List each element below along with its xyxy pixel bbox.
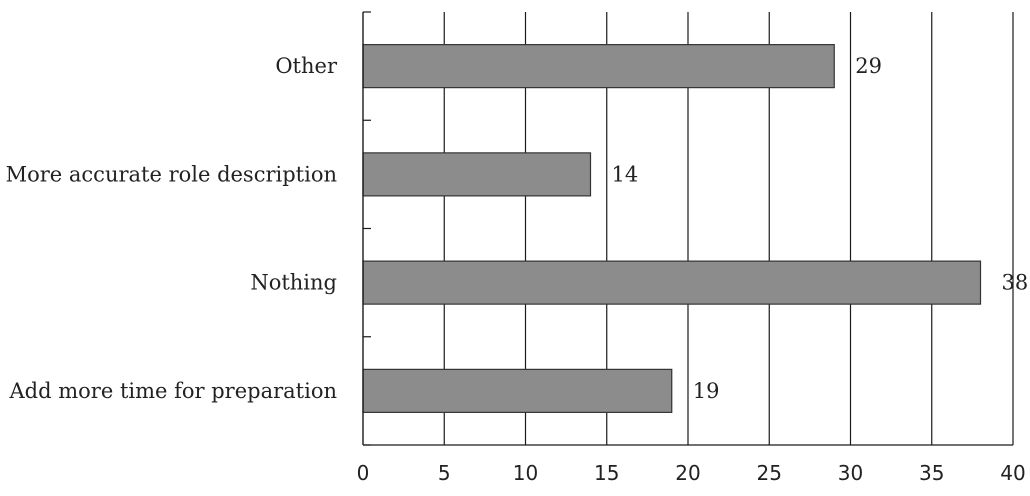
- category-label-1: More accurate role description: [6, 162, 337, 186]
- x-tick-label-15: 15: [594, 461, 619, 485]
- category-label-2: Nothing: [250, 271, 337, 295]
- x-tick-label-25: 25: [757, 461, 782, 485]
- value-label-0: 29: [855, 54, 882, 78]
- x-tick-label-0: 0: [357, 461, 370, 485]
- value-label-2: 38: [1002, 271, 1029, 295]
- bar-2: [362, 260, 982, 305]
- bars: [362, 44, 982, 413]
- labels: 0 5 10 15 20 25 30 35 40 Other 29 More accurate rol…: [6, 54, 1029, 485]
- x-tick-label-5: 5: [438, 461, 451, 485]
- category-label-3: Add more time for preparation: [9, 379, 337, 403]
- x-tick-label-30: 30: [838, 461, 863, 485]
- value-label-3: 19: [693, 379, 720, 403]
- x-tick-label-20: 20: [675, 461, 700, 485]
- category-label-0: Other: [275, 54, 338, 78]
- bar-3: [362, 368, 673, 413]
- x-tick-label-10: 10: [513, 461, 538, 485]
- axes: [362, 11, 1013, 446]
- x-tick-label-40: 40: [1000, 461, 1025, 485]
- x-tick-label-35: 35: [919, 461, 944, 485]
- bar-1: [362, 152, 592, 197]
- bar-0: [362, 44, 835, 89]
- value-label-1: 14: [612, 162, 639, 186]
